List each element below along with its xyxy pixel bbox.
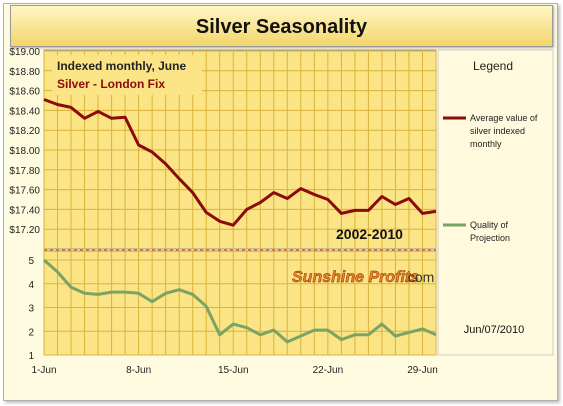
upper-y-tick-label: $18.80 bbox=[9, 67, 40, 78]
upper-y-tick-label: $17.80 bbox=[9, 166, 40, 177]
legend-label-silver-1: Average value of bbox=[470, 113, 538, 123]
legend-label-silver-3: monthly bbox=[470, 139, 502, 149]
lower-y-tick-label: 5 bbox=[28, 256, 34, 267]
chart-title: Silver Seasonality bbox=[195, 16, 368, 38]
upper-y-tick-label: $17.40 bbox=[9, 205, 40, 216]
lower-y-tick-label: 4 bbox=[28, 280, 34, 291]
title-box: Silver Seasonality bbox=[10, 5, 553, 47]
lower-y-tick-labels: 5 4 3 2 1 bbox=[28, 256, 34, 362]
lower-plot-area bbox=[43, 250, 437, 356]
chart-subtitle: Indexed monthly, June bbox=[57, 59, 186, 73]
series-caption: Silver - London Fix bbox=[57, 77, 165, 91]
x-tick-label: 1-Jun bbox=[31, 365, 56, 376]
legend-label-quality-1: Quality of bbox=[470, 220, 509, 230]
x-tick-label: 29-Jun bbox=[407, 365, 438, 376]
legend-label-silver-2: silver indexed bbox=[470, 126, 525, 136]
brand-suffix: .com bbox=[404, 269, 434, 285]
x-tick-label: 8-Jun bbox=[126, 365, 151, 376]
upper-y-tick-labels: $19.00 $18.80 $18.60 $18.40 $18.20 $18.00 $17.… bbox=[9, 47, 40, 236]
period-annotation: 2002-2010 bbox=[336, 226, 403, 242]
quality-of-projection-line bbox=[43, 258, 437, 344]
legend-panel bbox=[437, 49, 554, 356]
sunshine-profits-logo: Sunshine Profits .com bbox=[292, 269, 435, 286]
lower-y-tick-label: 3 bbox=[28, 304, 34, 315]
x-tick-label: 15-Jun bbox=[218, 365, 249, 376]
lower-gridlines bbox=[43, 251, 437, 356]
brand-name: Sunshine Profits bbox=[292, 269, 419, 286]
legend-label-quality-2: Projection bbox=[470, 233, 510, 243]
legend-title: Legend bbox=[473, 59, 513, 73]
x-tick-labels: 1-Jun 8-Jun 15-Jun 22-Jun 29-Jun bbox=[31, 365, 437, 376]
lower-y-tick-label: 1 bbox=[28, 351, 34, 362]
lower-y-tick-label: 2 bbox=[28, 327, 34, 338]
upper-y-tick-label: $17.60 bbox=[9, 186, 40, 197]
upper-y-tick-label: $18.20 bbox=[9, 126, 40, 137]
date-stamp: Jun/07/2010 bbox=[464, 324, 525, 336]
upper-y-tick-label: $17.20 bbox=[9, 225, 40, 236]
upper-y-tick-label: $18.00 bbox=[9, 146, 40, 157]
subtitle-backdrop bbox=[52, 55, 202, 95]
upper-y-tick-label: $19.00 bbox=[9, 47, 40, 58]
upper-y-tick-label: $18.60 bbox=[9, 87, 40, 98]
x-tick-label: 22-Jun bbox=[313, 365, 344, 376]
silver-average-line bbox=[43, 98, 437, 227]
upper-y-tick-label: $18.40 bbox=[9, 106, 40, 117]
upper-gridlines bbox=[43, 50, 437, 249]
